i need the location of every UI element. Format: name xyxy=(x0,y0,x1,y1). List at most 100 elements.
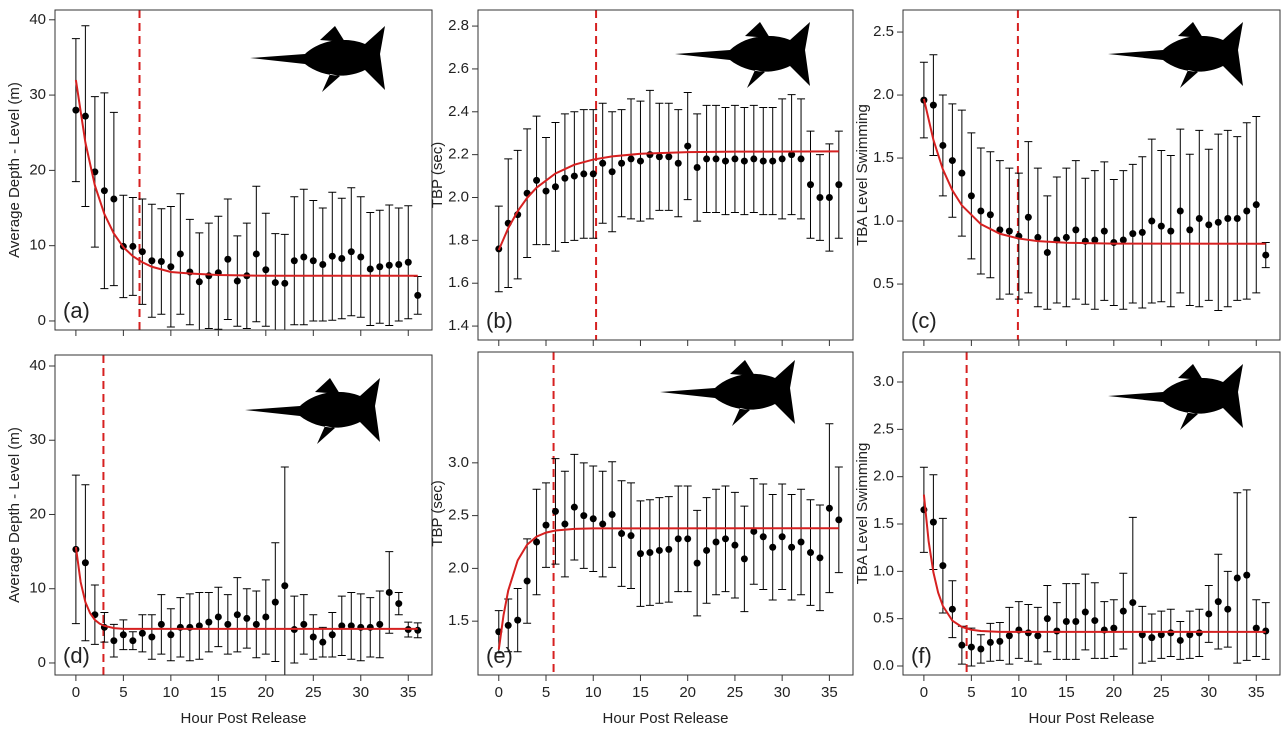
mean-point xyxy=(1043,615,1051,623)
mean-point xyxy=(599,159,607,167)
mean-point xyxy=(176,250,184,258)
mean-point xyxy=(769,543,777,551)
mean-point xyxy=(674,535,682,543)
mean-point xyxy=(1176,636,1184,644)
mean-point xyxy=(328,631,336,639)
panel-label: (a) xyxy=(63,298,90,323)
mean-point xyxy=(328,252,336,260)
y-tick-label: 20 xyxy=(29,161,46,178)
plot-area xyxy=(71,10,422,330)
y-tick-label: 0 xyxy=(38,312,46,329)
mean-point xyxy=(986,211,994,219)
y-tick-label: 1.6 xyxy=(448,274,469,291)
mean-point xyxy=(167,263,175,271)
mean-point xyxy=(347,622,355,630)
mean-point xyxy=(385,261,393,269)
mean-point xyxy=(1081,608,1089,616)
x-tick-label: 0 xyxy=(72,684,80,701)
mean-point xyxy=(627,532,635,540)
y-tick-label: 2.8 xyxy=(448,17,469,34)
y-tick-label: 0 xyxy=(38,654,46,671)
mean-point xyxy=(986,638,994,646)
mean-point xyxy=(514,616,522,624)
mean-point xyxy=(300,253,308,261)
mean-point xyxy=(1176,207,1184,215)
fish-icon xyxy=(675,22,810,88)
mean-point xyxy=(119,631,127,639)
x-tick-label: 0 xyxy=(495,684,503,701)
mean-point xyxy=(816,554,824,562)
mean-point xyxy=(319,260,327,268)
mean-point xyxy=(376,263,384,271)
y-tick-label: 2.5 xyxy=(873,23,894,40)
y-tick-label: 0.5 xyxy=(873,610,894,627)
mean-point xyxy=(542,187,550,195)
x-tick-label: 15 xyxy=(1058,684,1075,701)
mean-point xyxy=(319,638,327,646)
mean-point xyxy=(243,614,251,622)
mean-point xyxy=(825,504,833,512)
mean-point xyxy=(958,641,966,649)
plot-area xyxy=(494,352,843,675)
mean-point xyxy=(570,503,578,511)
x-tick-label: 20 xyxy=(1105,684,1122,701)
mean-point xyxy=(977,645,985,653)
mean-point xyxy=(1157,631,1165,639)
mean-point xyxy=(110,195,118,203)
panel: 0.0 0.5 1.0 1.5 2.0 2.5 3.0 0 5 10 15 20 25 30 35 (f) TB… xyxy=(854,351,1281,727)
mean-point xyxy=(148,257,156,265)
mean-point xyxy=(1233,574,1241,582)
mean-point xyxy=(1091,236,1099,244)
mean-point xyxy=(523,577,531,585)
mean-point xyxy=(1034,233,1042,241)
y-axis-label: TBA Level Swimming xyxy=(854,104,871,246)
fish-icon xyxy=(660,360,795,426)
mean-point xyxy=(570,172,578,180)
mean-point xyxy=(788,151,796,159)
fish-icon xyxy=(250,26,385,92)
x-tick-label: 5 xyxy=(967,684,975,701)
fit-curve xyxy=(497,527,839,650)
mean-point xyxy=(769,157,777,165)
panel-label: (b) xyxy=(486,308,513,333)
y-tick-label: 40 xyxy=(29,357,46,374)
mean-point xyxy=(816,194,824,201)
mean-point xyxy=(731,541,739,549)
x-tick-label: 30 xyxy=(352,684,369,701)
plot-area xyxy=(71,355,422,675)
mean-point xyxy=(967,643,975,651)
mean-point xyxy=(205,618,213,626)
fit-curve xyxy=(74,79,418,277)
mean-point xyxy=(233,611,241,619)
x-axis-label: Hour Post Release xyxy=(1029,710,1155,727)
panel-label: (f) xyxy=(911,643,932,668)
y-tick-label: 1.0 xyxy=(873,562,894,579)
mean-point xyxy=(81,559,89,567)
mean-point xyxy=(655,546,663,554)
mean-point xyxy=(357,253,365,261)
x-tick-label: 35 xyxy=(1248,684,1265,701)
panel-label: (c) xyxy=(911,308,937,333)
mean-point xyxy=(996,637,1004,645)
y-tick-label: 2.6 xyxy=(448,60,469,77)
mean-point xyxy=(290,257,298,265)
panel: 0.5 1.0 1.5 2.0 2.5 (c) TBA Level Swimming xyxy=(854,9,1281,346)
x-tick-label: 30 xyxy=(1200,684,1217,701)
y-axis-label: TBP (sec) xyxy=(429,480,446,546)
mean-point xyxy=(1205,610,1213,618)
mean-point xyxy=(157,620,165,628)
mean-point xyxy=(129,637,137,645)
x-tick-label: 10 xyxy=(585,684,602,701)
y-tick-label: 2.5 xyxy=(448,507,469,524)
x-tick-label: 10 xyxy=(1011,684,1028,701)
mean-point xyxy=(967,192,975,200)
mean-point xyxy=(1243,207,1251,215)
plot-area xyxy=(919,10,1270,340)
fish-icon xyxy=(245,378,380,444)
y-tick-label: 1.8 xyxy=(448,231,469,248)
y-tick-label: 20 xyxy=(29,505,46,522)
mean-point xyxy=(608,168,616,176)
mean-point xyxy=(281,582,289,590)
mean-point xyxy=(1224,605,1232,613)
